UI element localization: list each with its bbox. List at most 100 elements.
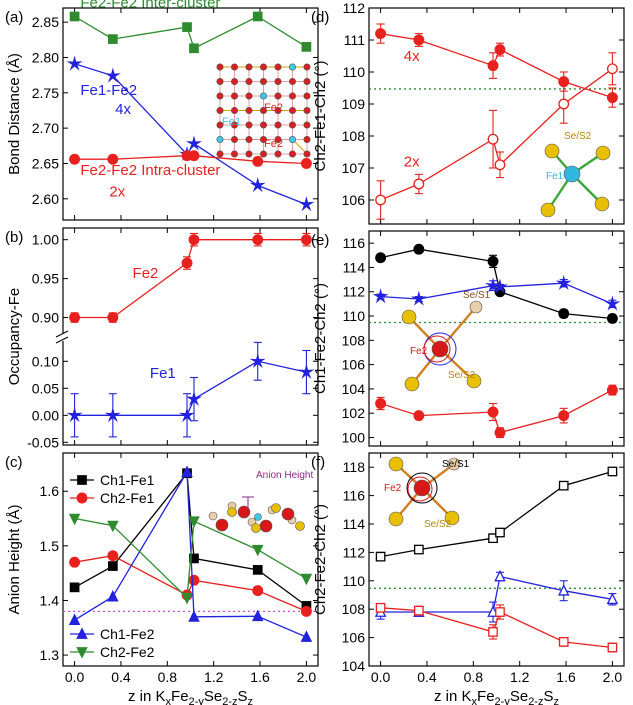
data-point bbox=[558, 98, 570, 110]
data-point bbox=[495, 607, 505, 617]
axis-break-mark bbox=[55, 336, 69, 344]
fe2-atom bbox=[245, 92, 253, 100]
y-tick-label: 112 bbox=[343, 0, 366, 16]
data-point bbox=[107, 550, 119, 562]
y-tick-label: 104 bbox=[342, 658, 366, 674]
y-tick-label: 108 bbox=[342, 332, 366, 348]
fe2-atom bbox=[245, 63, 253, 71]
fe2-atom bbox=[303, 150, 311, 158]
fe2-atom bbox=[245, 121, 253, 129]
fe2-atom bbox=[303, 63, 311, 71]
ch-atom bbox=[404, 376, 420, 392]
data-point bbox=[107, 520, 119, 533]
data-point bbox=[186, 390, 202, 406]
panel-label: (d) bbox=[311, 9, 329, 26]
fe2-atom bbox=[259, 136, 267, 144]
y-tick-label: 104 bbox=[342, 381, 366, 397]
series-line bbox=[380, 248, 613, 320]
y-axis-label: Anion Height (Å) bbox=[6, 504, 23, 614]
panel-c: 0.0 0.4 0.8 1.2 1.6 2.0 1.3 1.4 1.5 1.6 (c) Anion H… bbox=[5, 452, 319, 705]
inset-label: Fe1 bbox=[546, 171, 564, 182]
series-line bbox=[380, 389, 613, 434]
y-tick-label: 0.95 bbox=[32, 271, 59, 287]
fe-atom bbox=[259, 519, 273, 533]
data-point bbox=[300, 605, 312, 617]
y-tick-label: 102 bbox=[342, 405, 366, 421]
panel-label: (f) bbox=[311, 454, 325, 471]
y-tick-label: 112 bbox=[343, 284, 366, 300]
inset-lattice: Fe2 Fe1 Fe2 bbox=[216, 63, 311, 158]
y-tick-label: 107 bbox=[342, 160, 366, 176]
y-tick-label: 108 bbox=[342, 128, 366, 144]
data-point bbox=[558, 637, 569, 647]
data-point bbox=[558, 410, 570, 422]
angle-arc bbox=[423, 335, 451, 363]
annotation: Fe1-Fe2 bbox=[80, 82, 137, 99]
series-line bbox=[380, 575, 613, 613]
data-point bbox=[179, 406, 195, 423]
inset-label: Se/S2 bbox=[424, 519, 452, 530]
fe-atom bbox=[281, 507, 295, 521]
legend: Ch1-Fe1 Ch2-Fe1 Ch1-Fe2 Ch2-Fe2 bbox=[70, 472, 155, 660]
legend-marker bbox=[76, 647, 88, 659]
y-tick-label: 0.05 bbox=[32, 380, 59, 396]
y-tick-label: 118 bbox=[343, 459, 366, 475]
x-tick-label: 0.8 bbox=[158, 669, 178, 685]
series-fe2inter bbox=[69, 11, 312, 54]
fe2-atom bbox=[231, 107, 239, 115]
data-point bbox=[372, 288, 389, 304]
data-point bbox=[375, 551, 386, 562]
ch-atom bbox=[466, 373, 482, 389]
fe2-atom bbox=[274, 136, 282, 144]
data-point bbox=[69, 153, 81, 165]
data-point bbox=[181, 592, 193, 605]
fe2-atom bbox=[245, 150, 253, 158]
fe2-atom bbox=[245, 78, 253, 86]
data-point bbox=[66, 55, 83, 71]
data-point bbox=[69, 312, 81, 323]
data-point bbox=[413, 178, 425, 190]
fe2-atom bbox=[413, 479, 431, 497]
annotation: 4x bbox=[115, 101, 131, 118]
data-point bbox=[252, 155, 264, 167]
data-point bbox=[188, 516, 200, 528]
ch-atom bbox=[295, 521, 305, 531]
fe2-atom bbox=[259, 107, 267, 115]
data-point bbox=[69, 556, 81, 568]
data-point bbox=[487, 133, 499, 145]
y-tick-label: 0.10 bbox=[32, 353, 59, 369]
ch-atom bbox=[227, 507, 237, 517]
data-point bbox=[410, 290, 427, 306]
panel-label: (b) bbox=[5, 229, 23, 246]
y-tick-label: 110 bbox=[343, 64, 366, 80]
data-point bbox=[413, 243, 425, 255]
x-tick-label: 1.2 bbox=[204, 669, 224, 685]
data-point bbox=[300, 630, 313, 642]
data-point bbox=[494, 159, 506, 171]
data-point bbox=[188, 150, 200, 162]
inset-label: Fe1 bbox=[222, 116, 241, 128]
data-point bbox=[487, 255, 499, 267]
x-tick-label: 1.2 bbox=[510, 669, 530, 685]
fe2-atom bbox=[274, 121, 282, 129]
inset-label: Se/S1 bbox=[442, 459, 470, 470]
legend-marker bbox=[76, 627, 88, 639]
fe2-atom bbox=[288, 150, 296, 158]
data-point bbox=[494, 569, 506, 582]
fe-atom bbox=[237, 505, 251, 519]
y-tick-label: 1.5 bbox=[40, 538, 60, 554]
y-tick-label: 100 bbox=[342, 429, 366, 445]
x-tick-label: 0.4 bbox=[111, 669, 131, 685]
annotation: Fe2-Fe2 Intra-cluster bbox=[80, 162, 220, 179]
data-point bbox=[107, 312, 119, 323]
data-point bbox=[182, 22, 192, 32]
data-point bbox=[189, 553, 199, 564]
series-f_black bbox=[375, 466, 618, 562]
series-line bbox=[74, 469, 307, 638]
angle-arc bbox=[407, 476, 433, 502]
fe2-atom bbox=[431, 340, 449, 358]
legend-label: Ch1-Fe2 bbox=[100, 626, 155, 642]
data-point bbox=[375, 194, 387, 206]
data-point bbox=[252, 11, 263, 22]
